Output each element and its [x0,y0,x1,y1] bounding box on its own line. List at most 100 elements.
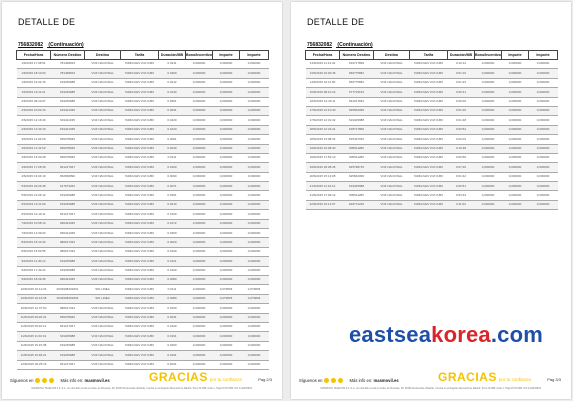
table-cell: VOZ NACIONAL [84,237,121,248]
table-cell: VOZ NACIONAL [84,274,121,286]
table-cell: VOZ NACIONAL [84,105,121,117]
table-cell: 661217947 [50,162,85,173]
table-row: 6/6/2015 13:11:09 619345988 VOZ NACIONAL TA… [16,199,269,211]
twitter-icon[interactable] [330,377,336,383]
youtube-icon[interactable] [337,377,343,383]
table-cell: 0,000000 [212,209,240,220]
table-row: 18/6/2015 13:08:34 615437032 VOZ NACIONAL T… [305,134,558,145]
website-link[interactable]: masmovil.es [373,377,399,383]
column-header: Importe [501,50,529,60]
table-cell: 0,079836 [239,284,269,295]
table-cell: 0,000000 [501,152,529,164]
table-cell: TARIFA MAS VOZ CUBO [120,115,159,126]
table-cell: 0,000000 [501,134,529,145]
table-cell: 619345988 [339,115,374,126]
gracias-text: GRACIAS [149,370,208,384]
table-cell: TARIFA MAS VOZ CUBO [120,134,159,145]
table-cell: TARIFA MAS VOZ CUBO [120,143,159,154]
table-cell: 0,000000 [239,246,269,258]
invoice-page-left: DETALLE DE 756832082 (Continuación) Fech… [2,2,282,399]
table-cell: 0.0080 [158,293,186,305]
table-cell: 0,000000 [474,58,502,70]
table-cell: 695378946 [50,143,85,154]
table-cell: 0,000000 [501,162,529,173]
column-header: Importe [239,50,269,60]
table-row: 1/6/2015 19:02:15 619345988 VOZ NACIONAL TA… [16,77,269,89]
facebook-icon[interactable] [323,377,329,383]
table-cell: 5/6/2015 21:06:12 [16,190,51,201]
table-cell: 661217947 [50,209,85,220]
table-cell: TARIFA MAS VOZ CUBO [120,152,159,164]
table-cell: 0,000000 [239,274,269,286]
table-cell: 0,000000 [239,115,269,126]
table-cell: 9/6/2015 17:32:24 [16,265,51,277]
table-cell: TARIFA MAS VOZ CUBO [120,331,159,342]
table-cell: VOZ NACIONAL [84,190,121,201]
table-cell: 619345988 [50,265,85,277]
table-cell: 0,000000 [474,162,502,173]
table-cell: 0,000000 [528,171,558,183]
table-cell: 0,000000 [528,152,558,164]
table-cell: 10/6/2015 10:12:04 [16,284,51,295]
table-cell: VOZ NACIONAL [84,340,121,352]
youtube-icon[interactable] [48,377,54,383]
table-cell: 0,000000 [185,181,213,192]
social-label: Síguenos en [299,377,323,383]
table-row: 17/6/2015 12:31:32 619345988 VOZ NACIONAL T… [305,115,558,126]
table-cell: 3/6/2015 15:20:28 [16,152,51,164]
table-cell: VOZ NACIONAL [84,321,121,333]
facebook-icon[interactable] [34,377,40,383]
table-cell: 0.0161 [158,331,186,342]
table-cell: 619345988 [50,190,85,201]
table-row: 19/6/2015 18:38:45 625798716 VOZ NACIONAL T… [305,162,558,173]
table-cell: TARIFA MAS VOZ CUBO [120,246,159,258]
table-cell: 0,000000 [239,181,269,192]
table-cell: 0,000000 [185,265,213,277]
table-cell: VOZ NACIONAL [84,303,121,314]
table-cell: VOZ NACIONAL [84,218,121,230]
table-cell: 0,000000 [528,87,558,98]
table-cell: VOZ NACIONAL [84,143,121,154]
table-cell: 0,000000 [185,199,213,211]
column-header: Bono/Incentivo [185,50,213,60]
website-info: Más info en: masmovil.es [61,378,110,383]
table-cell: 0,000000 [528,190,558,201]
document-number: 756832082 [307,42,333,48]
table-cell: TARIFA MAS VOZ CUBO [120,218,159,230]
table-row: 3/6/2015 11:02:06 695378946 VOZ NACIONAL TA… [16,134,269,145]
table-cell: 0,000000 [239,87,269,98]
column-header: Tarifa [120,50,159,60]
table-cell: 1/6/2015 18:10:03 [16,68,51,79]
table-cell: VOZ NACIONAL [84,152,121,164]
twitter-icon[interactable] [41,377,47,383]
table-cell: 0,000000 [239,134,269,145]
table-cell: 0,000000 [212,350,240,361]
column-header: Importe [528,50,558,60]
table-cell: 0,000000 [185,105,213,117]
table-cell: 2/6/2015 10:02:44 [16,105,51,117]
table-cell: 0,000000 [185,134,213,145]
table-cell: VOZ NACIONAL [84,256,121,267]
table-cell: VOZ NACIONAL [373,190,410,201]
table-row: 2/6/2015 09:10:07 619345988 VOZ NACIONAL TA… [16,96,269,107]
table-cell: 0,000000 [185,115,213,126]
table-row: 4/6/2015 19:04:19 652660890 VOZ NACIONAL TA… [16,171,269,183]
table-row: 19/6/2015 17:52:10 609511280 VOZ NACIONAL T… [305,152,558,164]
table-cell: TARIFA MAS VOZ CUBO [409,152,448,164]
table-cell: 0,000000 [212,190,240,201]
page-number: Pag 2/3 [258,377,272,382]
column-header: Destino [84,50,121,60]
table-row: 1/6/2015 18:10:03 781468923 VOZ NACIONAL TA… [16,68,269,79]
table-cell: 11/6/2015 09:20:31 [16,312,51,323]
website-link[interactable]: masmovil.es [84,377,110,383]
column-header: Importe [212,50,240,60]
table-cell: TARIFA MAS VOZ CUBO [409,77,448,89]
table-cell: 0:02:03 [447,134,475,145]
document-title: DETALLE DE [307,17,365,27]
table-cell: 0.0100 [158,321,186,333]
table-cell: VOZ NACIONAL [373,199,410,211]
table-cell: 9/6/2015 11:30:12 [16,256,51,267]
table-cell: TARIFA MAS VOZ CUBO [120,181,159,192]
table-cell: 0,000000 [185,340,213,352]
table-cell: 619345988 [339,181,374,192]
